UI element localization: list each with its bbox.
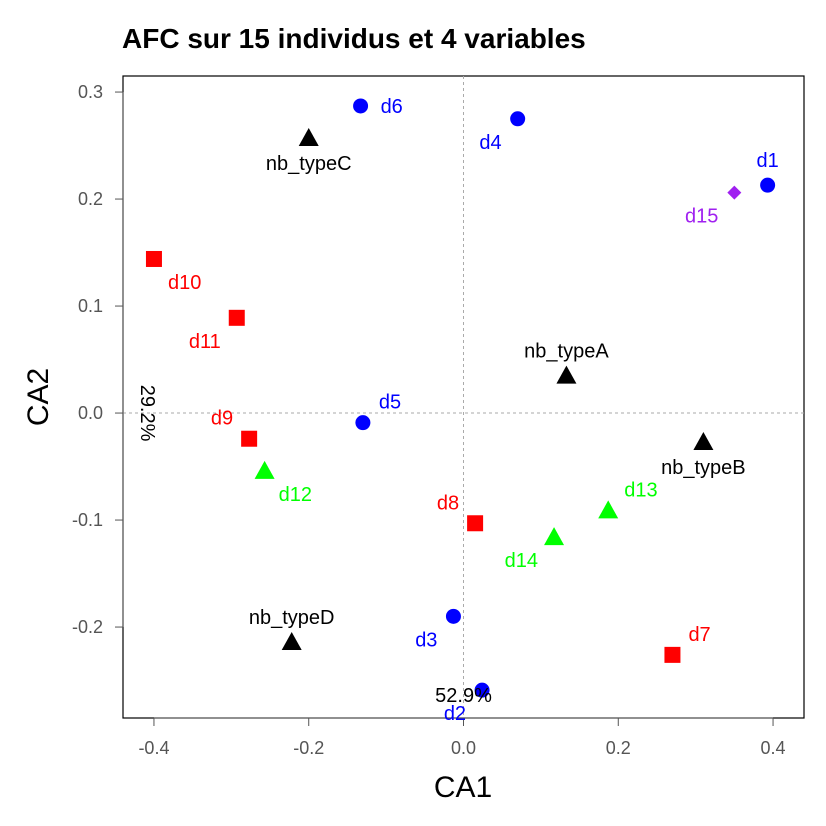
individual-marker-d14: [544, 527, 565, 546]
individual-marker-d11: [228, 309, 245, 326]
axis2-inertia-label: 29.2%: [136, 385, 158, 442]
individual-marker-d15: [727, 185, 742, 200]
variable-label-nb_typeA: nb_typeA: [524, 341, 609, 363]
variable-label-nb_typeC: nb_typeC: [266, 153, 352, 175]
individual-marker-d7: [664, 646, 681, 663]
x-tick-label: 0.0: [451, 738, 476, 758]
chart-title: AFC sur 15 individus et 4 variables: [122, 23, 586, 54]
x-tick-label: 0.2: [606, 738, 631, 758]
individual-marker-d5: [355, 415, 371, 431]
x-tick-label: -0.4: [138, 738, 169, 758]
variable-marker-nb_typeD: [281, 632, 302, 651]
individual-marker-d9: [241, 430, 258, 447]
x-tick-label: -0.2: [293, 738, 324, 758]
y-tick-label: 0.2: [78, 189, 103, 209]
individual-marker-d13: [598, 500, 619, 519]
individual-label-d9: d9: [211, 408, 233, 430]
individual-marker-d4: [510, 111, 526, 127]
individual-marker-d10: [145, 250, 162, 267]
y-tick-label: 0.1: [78, 296, 103, 316]
point-labels: d1 d2 d3 d4 d5 d6 d7 d8 d9 d10 d11 d12 d13 d14 d15 nb_t…: [168, 96, 779, 725]
x-tick-label: 0.4: [761, 738, 786, 758]
individual-label-d5: d5: [379, 392, 401, 414]
individual-marker-d8: [467, 515, 484, 532]
variable-marker-nb_typeA: [556, 365, 577, 384]
individual-label-d3: d3: [415, 629, 437, 651]
y-tick-label: 0.0: [78, 403, 103, 423]
y-tick-label: -0.2: [72, 617, 103, 637]
axis1-inertia-label: 52.9%: [435, 685, 492, 707]
individual-label-d8: d8: [437, 492, 459, 514]
x-axis: -0.4 -0.2 0.0 0.2 0.4: [138, 717, 786, 758]
individual-label-d7: d7: [688, 624, 710, 646]
individual-label-d6: d6: [381, 96, 403, 118]
y-tick-label: 0.3: [78, 82, 103, 102]
individual-label-d4: d4: [479, 132, 501, 154]
individual-marker-d12: [254, 460, 275, 479]
individual-label-d11: d11: [189, 331, 221, 353]
variable-marker-nb_typeC: [298, 128, 319, 147]
y-axis-label: CA2: [22, 368, 55, 426]
y-tick-label: -0.1: [72, 510, 103, 530]
individual-label-d13: d13: [624, 479, 657, 501]
data-points: [145, 98, 776, 698]
variable-label-nb_typeD: nb_typeD: [249, 607, 335, 629]
variable-label-nb_typeB: nb_typeB: [661, 457, 746, 479]
individual-label-d14: d14: [505, 550, 538, 572]
individual-marker-d1: [760, 177, 776, 193]
individual-marker-d2: [474, 682, 490, 698]
individual-label-d2: d2: [444, 703, 466, 725]
individual-label-d15: d15: [685, 206, 718, 228]
individual-label-d10: d10: [168, 272, 201, 294]
individual-marker-d3: [445, 608, 461, 624]
individual-marker-d6: [353, 98, 369, 114]
variable-marker-nb_typeB: [693, 431, 714, 450]
individual-label-d1: d1: [757, 150, 779, 172]
individual-label-d12: d12: [279, 484, 312, 506]
y-axis: -0.2 -0.1 0.0 0.1 0.2 0.3: [72, 82, 124, 637]
x-axis-label: CA1: [434, 771, 492, 804]
